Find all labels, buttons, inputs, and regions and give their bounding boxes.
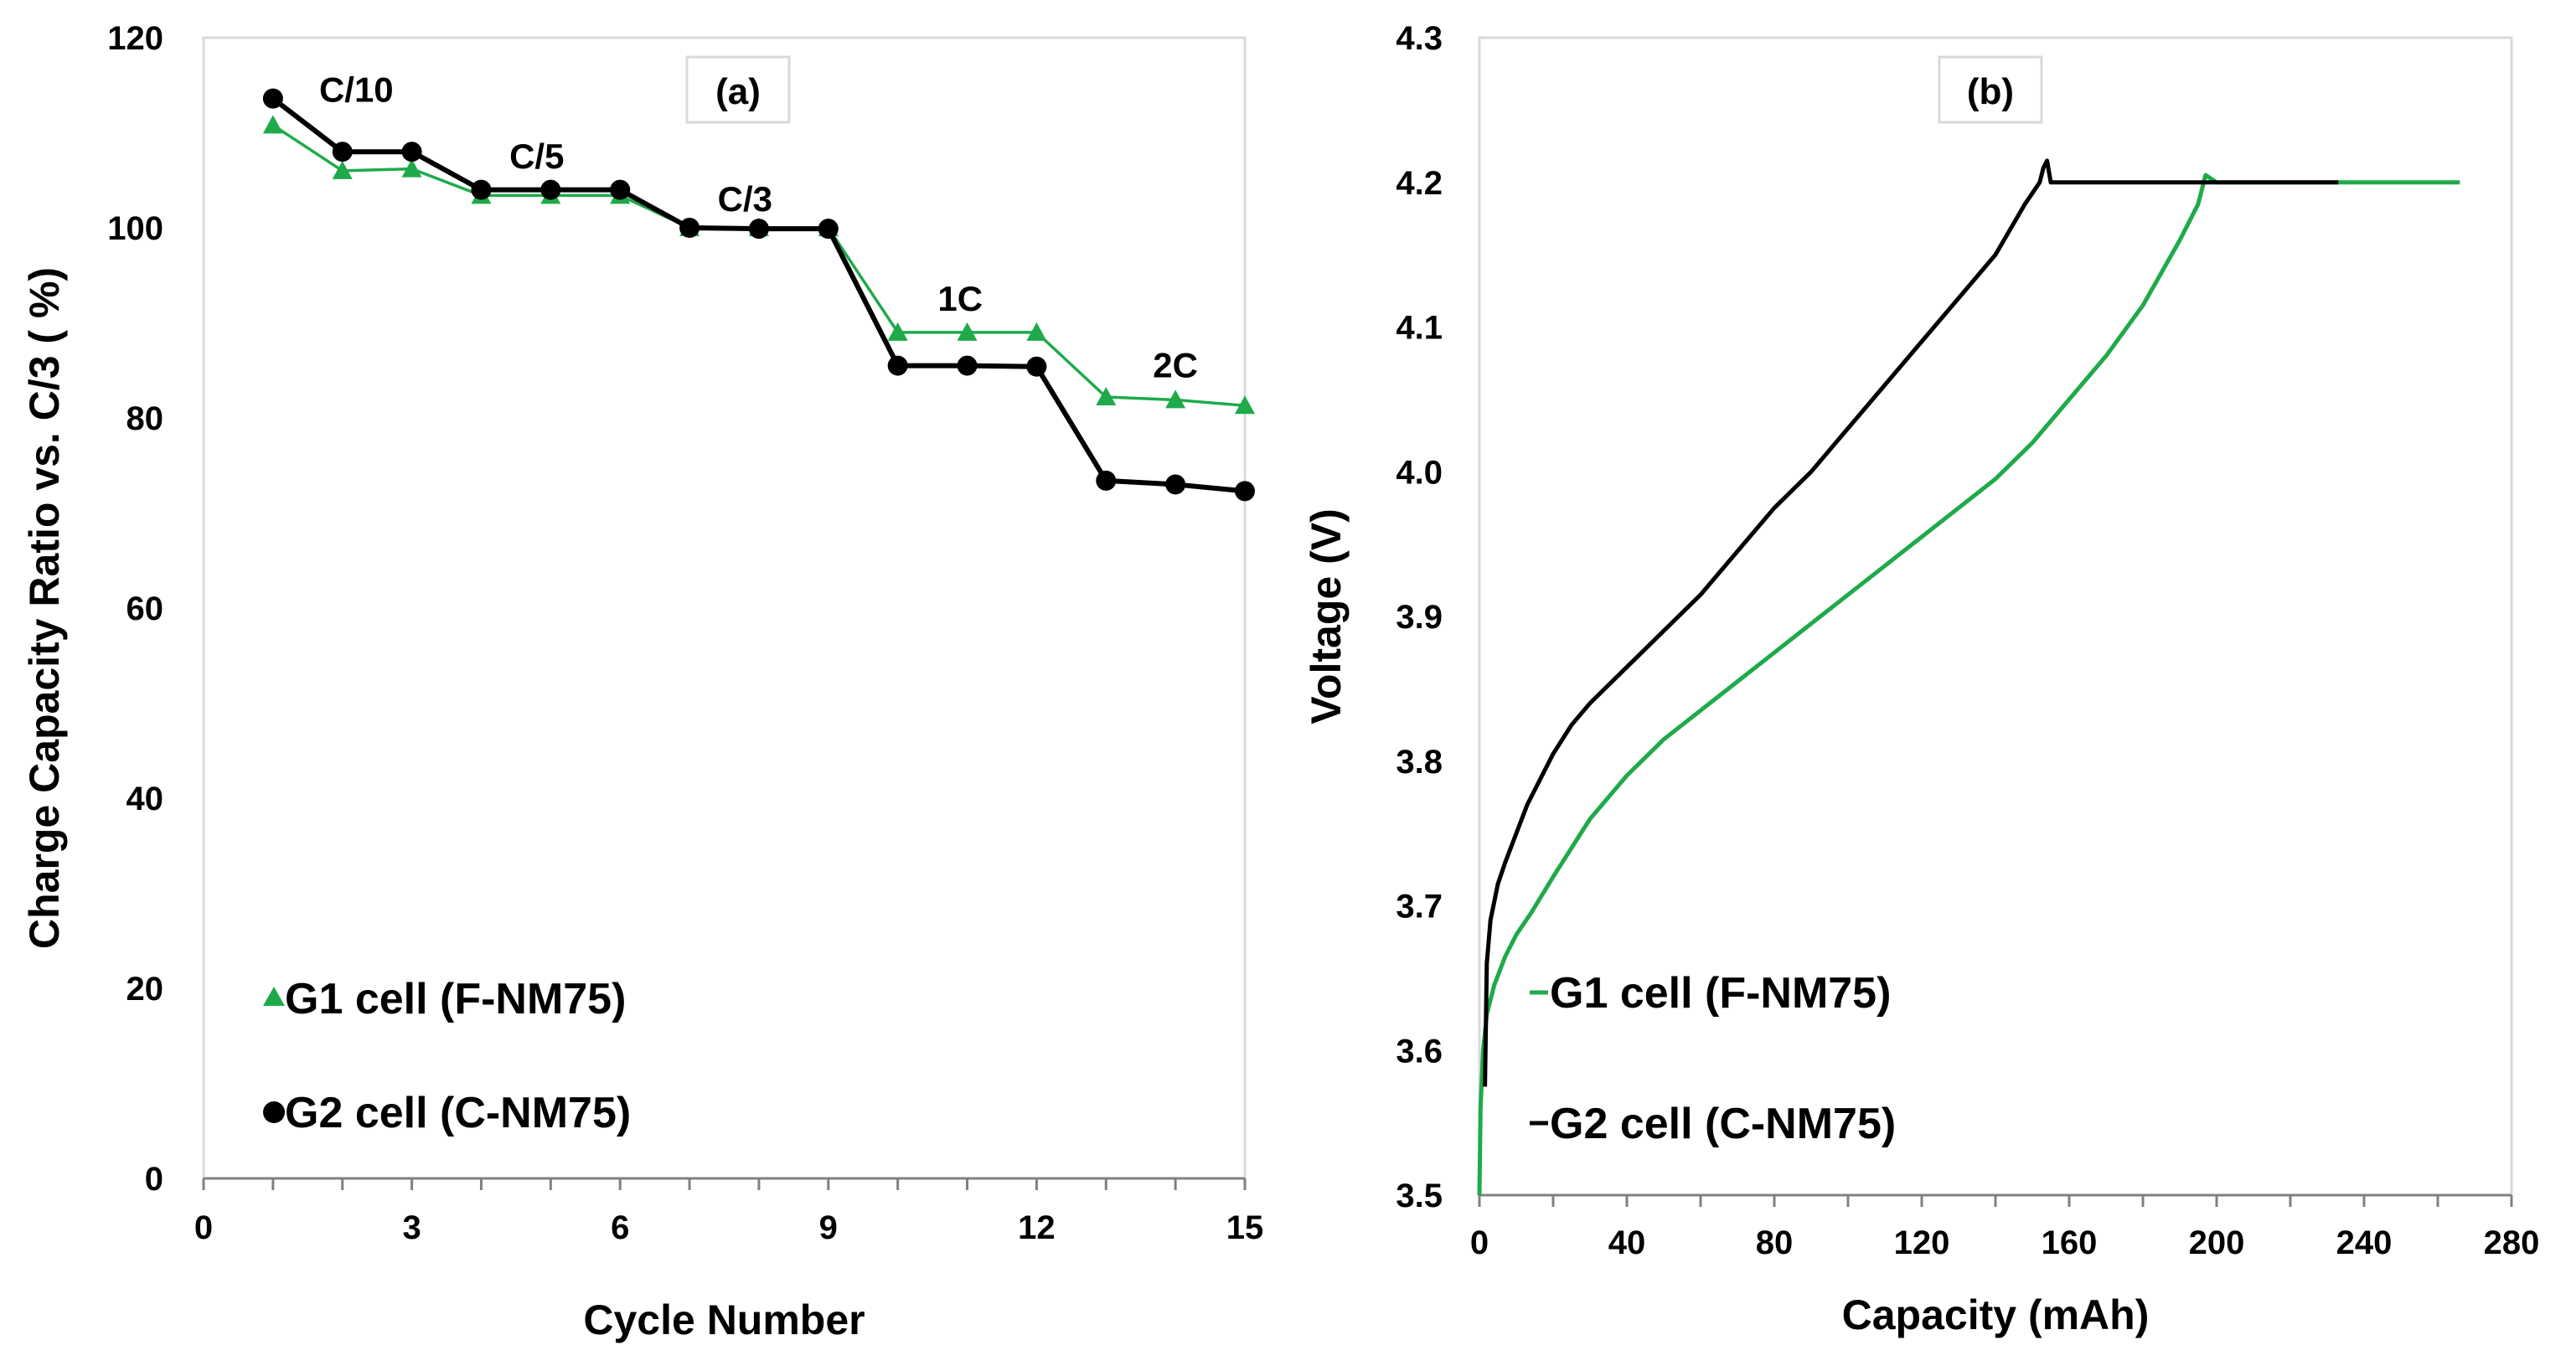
g1-data-point [401, 158, 422, 178]
panel-label-box [1938, 55, 2043, 124]
panel-a-chart: 0 3 6 9 12 15 0 20 40 60 80 100 120 Cycle Number Charg… [21, 20, 1263, 1343]
y-tick-label: 3.6 [1396, 1033, 1443, 1070]
series-curve-g1 [1477, 173, 2460, 1196]
c-rate-annotation: C/5 [509, 137, 564, 176]
g2-data-point [262, 88, 283, 109]
y-tick-label: 20 [126, 971, 164, 1008]
g2-data-point [748, 219, 769, 240]
x-tick-label: 80 [1756, 1224, 1794, 1261]
y-tick-label: 0 [145, 1161, 163, 1198]
x-tick-label: 0 [194, 1209, 213, 1246]
y-tick-label: 4.3 [1396, 20, 1443, 57]
legend-g2-label: G2 cell (C-NM75) [285, 1089, 631, 1137]
panel-b-chart: 0 40 80 120 160 200 240 280 3.5 3.6 3.7 3.8 3.9 4.0 4.… [1303, 20, 2539, 1338]
y-tick-label: 60 [126, 590, 164, 627]
c-rate-annotation: 1C [937, 279, 983, 318]
y-tick-label: 3.7 [1396, 889, 1443, 925]
g2-data-point [401, 142, 422, 162]
c-rate-annotation: C/3 [718, 179, 772, 219]
panel-label-box [685, 55, 791, 124]
g2-data-point [1165, 474, 1186, 495]
g2-data-point [332, 142, 353, 162]
g2-data-point [957, 355, 978, 376]
c-rate-annotation: 2C [1153, 346, 1198, 385]
series-curve-g2 [1483, 158, 2339, 1087]
x-tick-label: 9 [819, 1209, 838, 1246]
x-axis-title: Cycle Number [583, 1296, 865, 1343]
y-axis-title: Voltage (V) [1303, 508, 1350, 724]
g1-data-point [1096, 387, 1117, 406]
x-axis-title: Capacity (mAh) [1842, 1291, 2150, 1338]
g1-data-point [262, 115, 283, 134]
g1-data-point [957, 322, 978, 341]
g1-data-point [1165, 389, 1186, 409]
g1-data-point [332, 160, 353, 179]
x-tick-label: 6 [611, 1209, 629, 1246]
x-tick-label: 240 [2336, 1224, 2393, 1261]
g2-data-point [471, 179, 492, 200]
g1-data-point [1235, 395, 1255, 415]
y-tick-label: 100 [107, 210, 163, 247]
x-tick-label: 40 [1608, 1224, 1646, 1261]
legend-g1-label: G1 cell (F-NM75) [1550, 969, 1891, 1018]
y-tick-label: 120 [107, 20, 163, 57]
panel-label: (a) [715, 71, 761, 112]
y-tick-label: 3.9 [1396, 599, 1443, 636]
g2-data-point [610, 179, 631, 200]
legend-g2-label: G2 cell (C-NM75) [1550, 1100, 1896, 1148]
legend-g1-label: G1 cell (F-NM75) [285, 975, 626, 1023]
y-tick-label: 4.2 [1396, 165, 1443, 202]
x-tick-label: 0 [1470, 1224, 1489, 1261]
x-tick-label: 160 [2042, 1224, 2098, 1261]
x-tick-label: 15 [1226, 1209, 1264, 1246]
x-tick-label: 280 [2484, 1224, 2540, 1261]
g2-data-point [679, 218, 700, 238]
y-tick-label: 80 [126, 400, 164, 437]
c-rate-annotation: C/10 [319, 70, 394, 109]
g2-data-point [540, 179, 561, 200]
x-tick-label: 3 [402, 1209, 421, 1246]
x-tick-label: 12 [1018, 1209, 1056, 1246]
g1-data-point [1026, 322, 1047, 341]
y-tick-label: 40 [126, 781, 164, 817]
g1-data-point [887, 322, 908, 341]
legend-g2-circle-marker [263, 1101, 285, 1123]
y-tick-label: 3.5 [1396, 1178, 1443, 1214]
x-tick-label: 120 [1894, 1224, 1950, 1261]
panel-label: (b) [1967, 71, 2014, 112]
g2-data-point [1026, 356, 1047, 377]
g2-data-point [818, 219, 839, 240]
legend-g1-triangle-marker [263, 987, 285, 1006]
y-tick-label: 4.0 [1396, 454, 1443, 491]
g2-data-point [887, 355, 908, 376]
x-tick-label: 200 [2189, 1224, 2245, 1261]
y-tick-label: 3.8 [1396, 744, 1443, 781]
g2-data-point [1096, 470, 1117, 491]
y-tick-label: 4.1 [1396, 310, 1443, 347]
g2-data-point [1235, 481, 1255, 502]
y-axis-title: Charge Capacity Ratio vs. C/3 ( %) [21, 267, 68, 949]
